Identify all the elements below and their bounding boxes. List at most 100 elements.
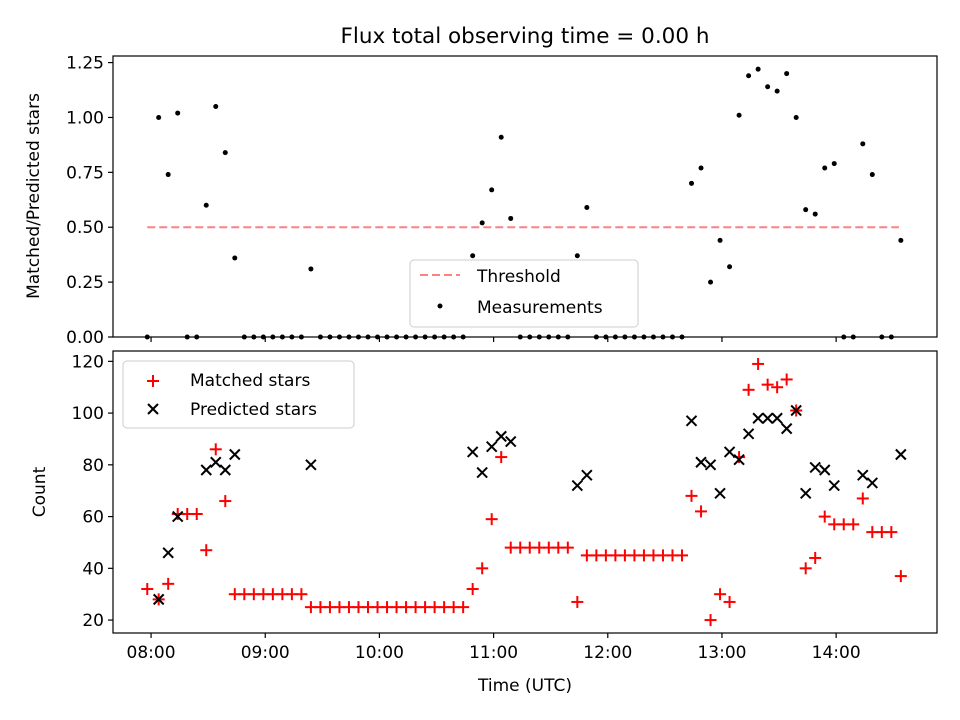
legend-threshold-label: Threshold	[476, 267, 561, 287]
measurement-point	[793, 114, 799, 120]
legend-matched-swatch	[147, 375, 159, 387]
top-axes-frame	[112, 55, 938, 338]
bottom-y-ticks: 20 40 60 80 100 120	[72, 352, 113, 631]
predicted-star-point	[714, 487, 726, 500]
predicted-star-point	[723, 446, 736, 458]
predicted-star-point	[704, 459, 717, 471]
matched-star-point	[780, 373, 793, 386]
matched-star-point	[685, 489, 698, 502]
matched-star-point	[799, 562, 812, 575]
measurement-point	[584, 204, 590, 210]
predicted-star-point	[799, 487, 812, 500]
predicted-star-point	[466, 446, 479, 458]
bottom-y-tick-label: 120	[72, 352, 104, 372]
top-y-tick-label: 0.75	[66, 163, 104, 183]
matched-star-point	[704, 614, 717, 627]
measurement-point	[574, 253, 580, 259]
measurement-point	[203, 202, 209, 208]
predicted-star-point	[495, 430, 507, 443]
predicted-star-point	[790, 404, 802, 417]
top-y-tick-label: 0.00	[66, 328, 104, 348]
matched-star-point	[200, 544, 213, 557]
predicted-star-point	[476, 466, 488, 479]
predicted-star-point	[200, 464, 212, 476]
matched-star-point	[209, 443, 222, 456]
matched-star-point	[761, 378, 774, 391]
measurement-point	[175, 110, 181, 116]
legend-predicted-label: Predicted stars	[190, 400, 317, 420]
measurement-point	[803, 207, 809, 213]
predicted-star-point	[857, 469, 869, 481]
bottom-plot: 20 40 60 80 100 120 08:00 09:00 10:00 11:00 12:00…	[30, 350, 938, 696]
matched-star-point	[733, 451, 746, 464]
measurement-point	[489, 187, 495, 193]
measurement-point	[717, 237, 723, 243]
matched-star-point	[476, 562, 489, 575]
predicted-star-point	[733, 453, 745, 466]
bottom-y-axis-label: Count	[30, 466, 50, 517]
matched-star-point	[561, 541, 574, 554]
predicted-star-point	[695, 456, 707, 468]
bottom-x-tick-label: 10:00	[355, 643, 404, 663]
predicted-star-point	[771, 412, 783, 424]
predicted-star-point	[505, 435, 517, 448]
measurement-point	[689, 180, 695, 186]
bottom-x-tick-label: 14:00	[812, 643, 861, 663]
predicted-star-point	[210, 456, 222, 468]
top-plot: 0.00 0.25 0.50 0.75 1.00 1.25 Matched/Predict…	[24, 54, 938, 348]
measurement-point	[498, 134, 504, 140]
chart-title: Flux total observing time = 0.00 h	[341, 24, 710, 49]
predicted-star-point	[485, 441, 498, 453]
measurement-point	[708, 279, 714, 285]
x-axis-label: Time (UTC)	[477, 676, 572, 696]
top-y-tick-label: 1.00	[66, 108, 104, 128]
measurement-point	[898, 237, 904, 243]
bottom-x-tick-label: 13:00	[697, 643, 746, 663]
predicted-star-point	[819, 464, 831, 476]
matched-star-point	[752, 357, 765, 370]
top-x-ticks	[150, 337, 837, 342]
bottom-x-ticks: 08:00 09:00 10:00 11:00 12:00 13:00 14:00	[127, 633, 861, 663]
measurement-point	[784, 71, 790, 77]
measurement-point	[869, 172, 875, 178]
measurement-point	[812, 211, 818, 217]
bottom-x-tick-label: 11:00	[469, 643, 518, 663]
measurement-point	[508, 215, 514, 221]
measurement-point	[222, 150, 228, 156]
predicted-star-point	[761, 412, 774, 424]
matched-star-point	[485, 513, 498, 526]
matched-star-point	[190, 507, 203, 520]
matched-star-point	[571, 595, 584, 608]
measurement-point	[232, 255, 238, 261]
predicted-star-point	[171, 510, 184, 523]
measurement-point	[165, 172, 171, 178]
matched-star-point	[695, 505, 708, 518]
bottom-x-tick-label: 09:00	[241, 643, 290, 663]
measurement-point	[727, 264, 733, 270]
predicted-star-point	[828, 479, 840, 492]
bottom-x-tick-label: 08:00	[127, 643, 176, 663]
bottom-y-tick-label: 60	[82, 508, 104, 528]
top-legend-box	[409, 259, 639, 328]
matched-star-point	[818, 510, 831, 523]
predicted-star-point	[152, 593, 165, 606]
predicted-star-point	[895, 448, 907, 461]
matched-star-point	[495, 451, 508, 464]
matched-star-point	[723, 595, 736, 608]
bottom-y-tick-label: 80	[82, 456, 104, 476]
top-y-tick-label: 1.25	[66, 54, 104, 74]
legend-matched-label: Matched stars	[190, 371, 310, 391]
bottom-x-tick-label: 12:00	[583, 643, 632, 663]
matched-star-point	[141, 583, 154, 596]
measurement-point	[860, 141, 866, 147]
measurement-point	[765, 84, 771, 90]
measurement-point	[774, 88, 780, 94]
predicted-star-point	[866, 477, 879, 489]
predicted-star-point	[305, 459, 317, 471]
matched-star-point	[885, 526, 898, 539]
bottom-y-tick-label: 20	[82, 611, 104, 631]
matched-star-point	[809, 551, 822, 564]
predicted-star-point	[229, 448, 241, 461]
measurement-point	[755, 66, 761, 72]
